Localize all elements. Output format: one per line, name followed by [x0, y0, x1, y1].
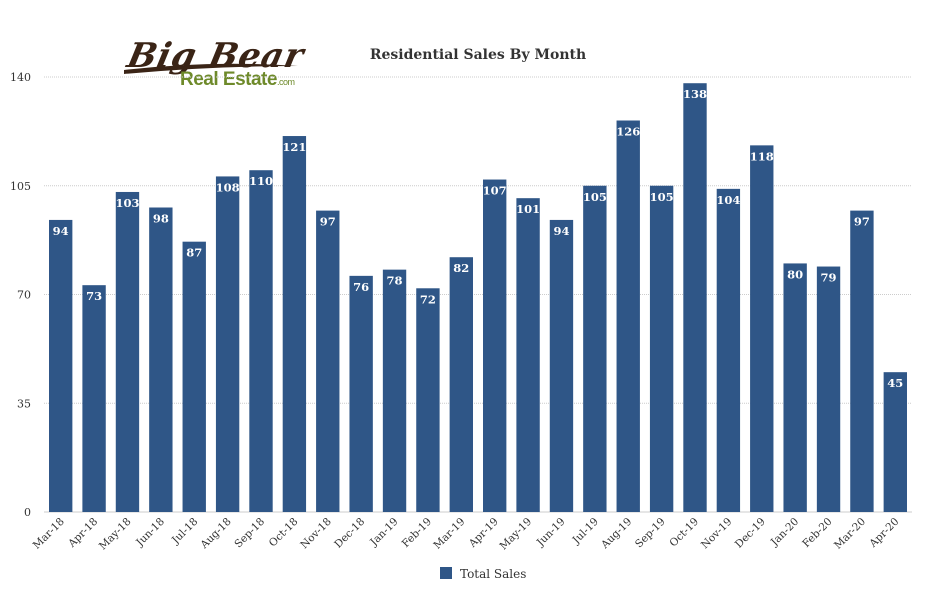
x-tick-label: Aug-19 [598, 516, 634, 552]
bar-dec-18 [349, 275, 373, 512]
data-label: 87 [186, 246, 202, 260]
bar-sep-18 [249, 170, 273, 512]
bar-dec-19 [750, 145, 774, 512]
x-tick-label: Mar-19 [431, 516, 467, 552]
legend-label-total-sales: Total Sales [460, 567, 526, 581]
data-label: 73 [86, 289, 102, 303]
chart-title: Residential Sales By Month [370, 47, 586, 63]
logo-real-estate-word: Real Estate [180, 69, 277, 90]
x-tick-label: Nov-19 [699, 516, 735, 552]
y-tick-label: 105 [10, 180, 31, 193]
x-tick-label: Apr-18 [65, 516, 100, 551]
bar-mar-19 [449, 257, 473, 512]
x-tick-label: Aug-18 [198, 516, 234, 552]
bar-may-18 [115, 191, 140, 512]
bar-mar-18 [49, 219, 73, 512]
data-label: 108 [216, 180, 240, 194]
x-tick-label: Sep-19 [633, 516, 668, 551]
logo-real-estate-text: Real Estate.com [180, 69, 295, 91]
data-label: 94 [553, 224, 569, 238]
bar-aug-18 [215, 176, 240, 512]
x-tick-label: Feb-20 [800, 516, 834, 550]
data-label: 110 [249, 174, 273, 188]
x-tick-label: Jun-18 [133, 516, 167, 550]
data-label: 94 [53, 224, 69, 238]
x-tick-label: Jan-19 [367, 516, 400, 549]
x-tick-label: May-19 [498, 516, 535, 553]
data-label: 79 [821, 271, 837, 285]
bar-nov-18 [316, 210, 340, 512]
bar-sep-19 [649, 185, 674, 512]
x-tick-label: Apr-20 [867, 516, 902, 551]
data-label: 138 [683, 87, 707, 101]
bars: 94 73 103 98 87 108 110 121 97 76 78 72 82 107 101 94 10… [49, 83, 907, 513]
x-tick-label: Dec-18 [332, 516, 367, 551]
data-label: 126 [616, 125, 640, 139]
x-tick-label: Jan-20 [768, 516, 801, 549]
bar-aug-19 [616, 120, 640, 512]
bar-jan-19 [382, 269, 407, 512]
data-label: 118 [750, 149, 774, 163]
bar-jan-20 [783, 263, 807, 512]
data-label: 107 [483, 184, 507, 198]
x-tick-label: Oct-18 [267, 516, 301, 550]
x-tick-label: Feb-19 [400, 516, 434, 550]
bar-jul-19 [583, 185, 607, 512]
x-tick-label: Nov-18 [298, 516, 334, 552]
data-label: 103 [115, 196, 139, 210]
bar-apr-18 [82, 285, 106, 512]
data-label: 101 [516, 202, 540, 216]
bar-oct-19 [683, 83, 707, 512]
bar-nov-19 [716, 188, 741, 512]
bar-apr-19 [483, 179, 507, 513]
x-tick-label: Sep-18 [232, 516, 267, 551]
data-label: 72 [420, 292, 436, 306]
x-tick-label: Jun-19 [534, 516, 568, 550]
data-label: 105 [650, 190, 674, 204]
legend: Total Sales [440, 567, 526, 581]
y-tick-label: 35 [17, 397, 31, 410]
bar-mar-20 [850, 210, 874, 512]
data-label: 78 [387, 274, 403, 288]
bar-feb-20 [816, 266, 841, 512]
data-label: 82 [453, 261, 469, 275]
data-label: 80 [787, 267, 803, 281]
bar-apr-20 [883, 372, 907, 512]
bar-may-19 [516, 198, 540, 512]
data-label: 97 [854, 215, 870, 229]
logo-swoosh-icon [124, 63, 298, 74]
bar-feb-19 [416, 288, 440, 512]
y-tick-label: 140 [10, 71, 31, 84]
x-tick-label: Apr-19 [466, 516, 501, 551]
x-tick-label: Mar-18 [31, 516, 67, 552]
bar-jun-18 [149, 207, 173, 512]
data-label: 76 [353, 280, 369, 294]
bar-jun-19 [549, 219, 574, 512]
logo-com-text: .com [276, 77, 295, 87]
x-tick-label: Dec-19 [733, 516, 768, 551]
x-tick-label: Mar-20 [832, 516, 868, 552]
bar-oct-18 [282, 136, 307, 513]
legend-swatch-total-sales [440, 567, 452, 579]
data-label: 104 [716, 193, 740, 207]
x-tick-label: Jul-19 [570, 516, 601, 547]
bar-jul-18 [182, 241, 206, 512]
data-label: 121 [282, 140, 306, 154]
y-axis: 0 35 70 105 140 [10, 71, 31, 519]
y-tick-label: 70 [17, 289, 31, 302]
data-label: 98 [153, 212, 169, 226]
data-label: 45 [887, 376, 903, 390]
data-label: 105 [583, 190, 607, 204]
x-tick-label: May-18 [97, 516, 134, 553]
data-label: 97 [320, 215, 336, 229]
logo: Big Bear Real Estate.com [122, 36, 308, 96]
y-tick-label: 0 [24, 506, 31, 519]
x-tick-label: Jul-18 [169, 516, 200, 547]
grid-lines [44, 76, 912, 513]
x-tick-label: Oct-19 [667, 516, 701, 550]
